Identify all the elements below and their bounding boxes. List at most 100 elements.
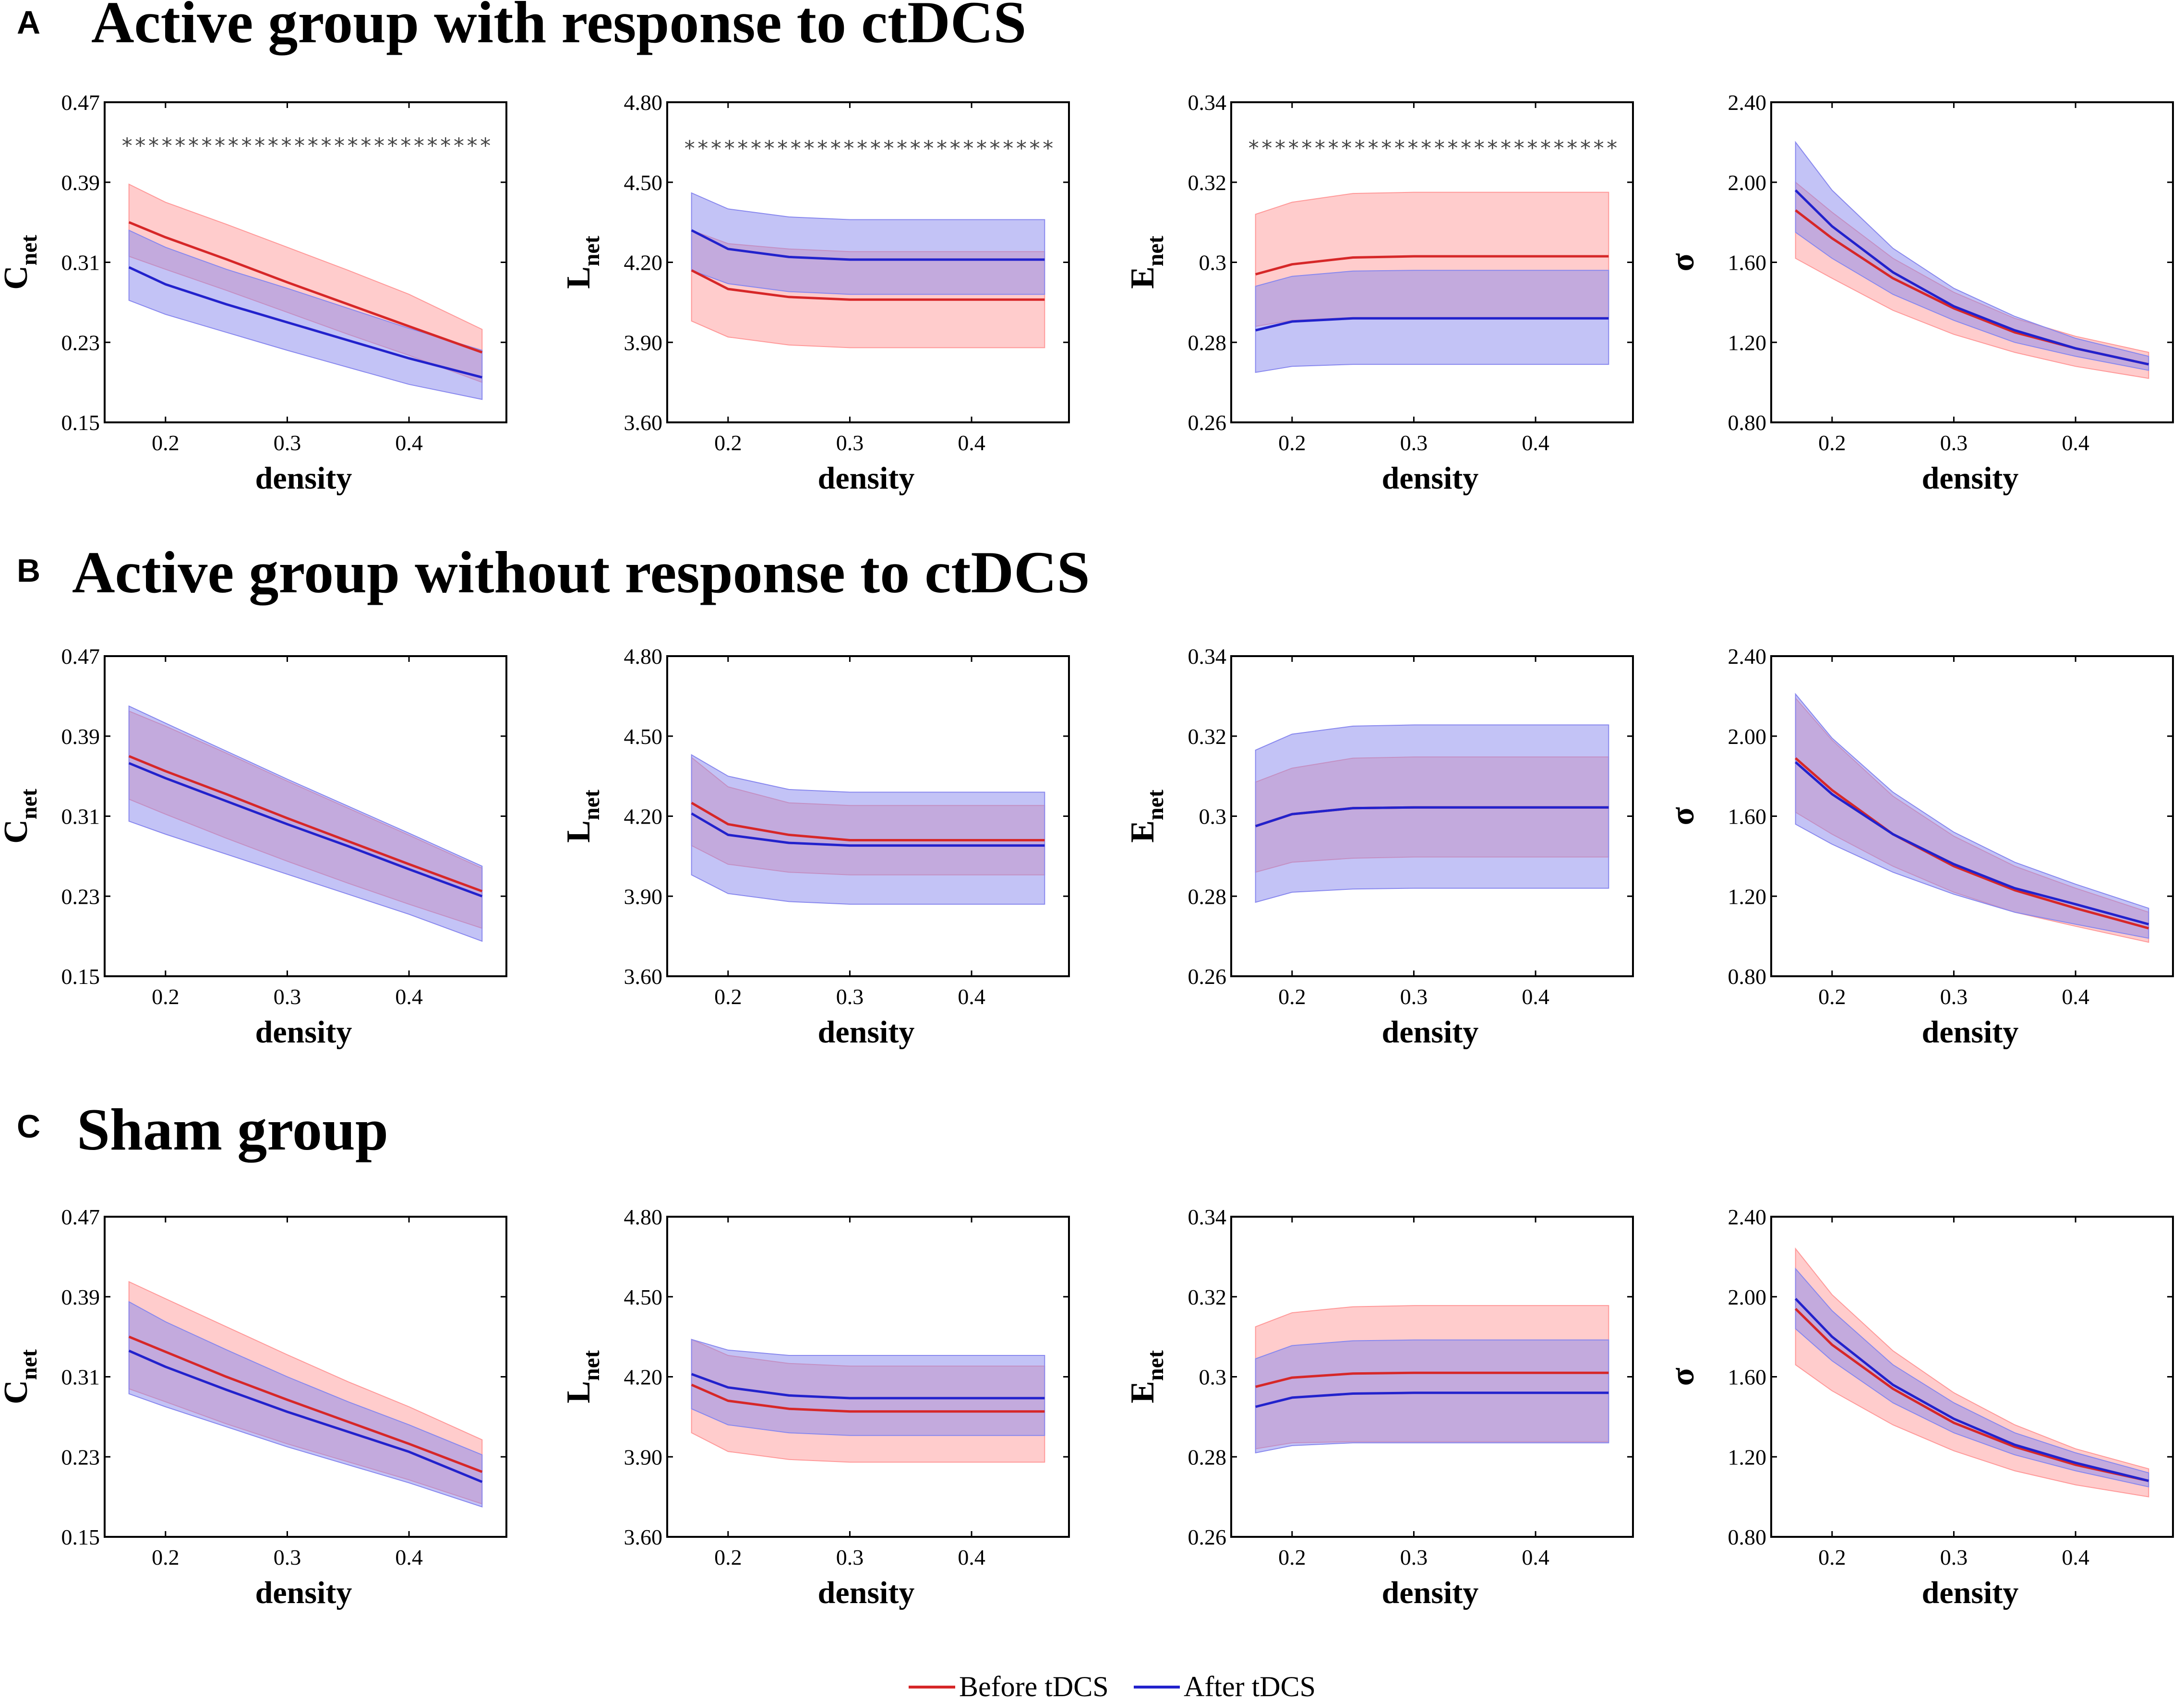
y-tick-label-p1-1: 0.31 — [61, 251, 100, 275]
line-after-p2-1 — [128, 762, 483, 898]
y-tick-label-p1-2: 4.80 — [624, 90, 663, 115]
y-tick-label-p2-3: 0.28 — [1188, 884, 1227, 909]
y-tick-label-p2-1: 0.15 — [61, 964, 100, 989]
y-tick-label-p2-2: 3.60 — [624, 964, 663, 989]
line-after-p2-2 — [691, 812, 1045, 847]
significance-stars-p1-1: **************************** — [121, 133, 491, 158]
panel-title-a: Active group with response to ctDCS — [91, 0, 1026, 56]
y-axis-label-sub: net — [579, 236, 604, 266]
band-after-p2-4 — [1795, 693, 2149, 939]
subplot-p2-4: 0.80 1.20 1.60 2.00 2.40 0.2 0.3 0.4 density σ — [1664, 644, 2174, 1050]
y-tick-label-p2-4: 1.60 — [1728, 804, 1767, 829]
y-axis-label-p2-2: Lnet — [560, 790, 604, 843]
y-tick-label-p1-4: 1.20 — [1728, 330, 1767, 355]
y-axis-label-main: σ — [1664, 253, 1701, 271]
x-tick-label-p3-4: 0.4 — [2062, 1545, 2089, 1569]
subplots: 0.15 0.23 0.31 0.39 0.47 0.2 0.3 0.4 density Cnet… — [0, 90, 2174, 1610]
x-axis-label-p1-4: density — [1922, 461, 2019, 496]
x-tick-label-p3-3: 0.2 — [1278, 1545, 1306, 1569]
x-tick-label-p3-3: 0.4 — [1522, 1545, 1549, 1569]
y-axis-label-p3-1: Cnet — [0, 1349, 42, 1404]
y-tick-label-p3-3: 0.28 — [1188, 1445, 1227, 1469]
band-after-p2-1 — [128, 705, 483, 942]
line-after-p2-4 — [1795, 761, 2149, 926]
x-tick-label-p3-3: 0.3 — [1400, 1545, 1428, 1569]
y-tick-label-p2-4: 0.80 — [1728, 964, 1767, 989]
band-after-p3-4 — [1795, 1267, 2149, 1488]
y-axis-label-main: E — [1124, 266, 1161, 289]
y-axis-label-sub: net — [1143, 1350, 1168, 1381]
line-before-p3-2 — [691, 1383, 1045, 1413]
y-axis-label-p2-3: Enet — [1124, 790, 1168, 843]
x-tick-label-p1-1: 0.2 — [152, 431, 180, 455]
y-tick-label-p3-4: 2.40 — [1728, 1205, 1767, 1229]
x-tick-label-p2-2: 0.2 — [714, 984, 742, 1009]
y-axis-label-p3-4: σ — [1664, 1367, 1701, 1386]
x-axis-label-p3-4: density — [1922, 1575, 2019, 1610]
subplot-p1-2: 3.60 3.90 4.20 4.50 4.80 0.2 0.3 0.4 density Lnet… — [560, 90, 1070, 496]
y-tick-label-p1-3: 0.26 — [1188, 410, 1227, 435]
y-tick-label-p3-2: 4.80 — [624, 1205, 663, 1229]
band-after-p3-2 — [691, 1339, 1045, 1436]
panel-title-b: Active group without response to ctDCS — [72, 539, 1090, 606]
y-axis-label-sub: net — [579, 790, 604, 820]
x-axis-label-p1-2: density — [818, 461, 915, 496]
y-tick-label-p1-4: 0.80 — [1728, 410, 1767, 435]
y-tick-label-p3-2: 4.20 — [624, 1365, 663, 1390]
x-tick-label-p1-1: 0.3 — [274, 431, 301, 455]
y-tick-label-p3-1: 0.31 — [61, 1365, 100, 1390]
x-tick-label-p1-4: 0.4 — [2062, 431, 2089, 455]
subplot-p1-1: 0.15 0.23 0.31 0.39 0.47 0.2 0.3 0.4 density Cnet… — [0, 90, 507, 496]
x-tick-label-p2-1: 0.3 — [274, 984, 301, 1009]
y-tick-label-p3-2: 3.90 — [624, 1445, 663, 1469]
x-tick-label-p3-1: 0.4 — [395, 1545, 423, 1569]
y-tick-label-p1-4: 1.60 — [1728, 251, 1767, 275]
x-tick-label-p1-4: 0.3 — [1940, 431, 1968, 455]
y-tick-label-p1-3: 0.28 — [1188, 330, 1227, 355]
y-tick-label-p3-4: 1.20 — [1728, 1445, 1767, 1469]
y-axis-label-main: C — [0, 265, 35, 290]
subplot-p3-4: 0.80 1.20 1.60 2.00 2.40 0.2 0.3 0.4 density σ — [1664, 1205, 2174, 1610]
x-tick-label-p2-4: 0.2 — [1818, 984, 1846, 1009]
line-before-p3-4 — [1794, 1308, 2149, 1482]
y-axis-label-sub: net — [1143, 790, 1168, 820]
x-tick-label-p1-2: 0.2 — [714, 431, 742, 455]
legend-before-label: Before tDCS — [959, 1671, 1109, 1701]
x-tick-label-p3-4: 0.2 — [1818, 1545, 1846, 1569]
x-tick-label-p2-1: 0.2 — [152, 984, 180, 1009]
x-axis-label-p3-1: density — [255, 1575, 352, 1610]
subplot-p3-1: 0.15 0.23 0.31 0.39 0.47 0.2 0.3 0.4 density Cnet — [0, 1205, 507, 1610]
y-axis-label-main: σ — [1664, 807, 1701, 825]
x-axis-label-p1-3: density — [1382, 461, 1479, 496]
x-tick-label-p2-2: 0.3 — [836, 984, 864, 1009]
subplot-p2-2: 3.60 3.90 4.20 4.50 4.80 0.2 0.3 0.4 density Lnet — [560, 644, 1070, 1050]
significance-stars-p1-3: **************************** — [1248, 136, 1617, 160]
panel-letter-b: B — [17, 552, 40, 589]
y-tick-label-p2-2: 4.50 — [624, 724, 663, 749]
y-tick-label-p3-4: 1.60 — [1728, 1365, 1767, 1390]
y-axis-label-main: σ — [1664, 1367, 1701, 1386]
x-tick-label-p1-4: 0.2 — [1818, 431, 1846, 455]
x-axis-label-p3-2: density — [818, 1575, 915, 1610]
x-tick-label-p2-1: 0.4 — [395, 984, 423, 1009]
y-axis-label-sub: net — [579, 1350, 604, 1381]
x-tick-label-p1-2: 0.4 — [958, 431, 985, 455]
line-after-p2-3 — [1255, 806, 1609, 827]
y-tick-label-p1-1: 0.23 — [61, 330, 100, 355]
y-tick-label-p1-1: 0.47 — [61, 90, 100, 115]
y-tick-label-p1-3: 0.34 — [1188, 90, 1227, 115]
x-tick-label-p1-3: 0.3 — [1400, 431, 1428, 455]
y-axis-label-main: L — [560, 820, 597, 843]
line-before-p1-2 — [691, 269, 1045, 301]
y-axis-label-p2-1: Cnet — [0, 789, 42, 844]
line-before-p1-3 — [1255, 255, 1609, 276]
line-after-p3-2 — [691, 1373, 1045, 1400]
y-tick-label-p2-3: 0.32 — [1188, 724, 1227, 749]
subplot-p1-4: 0.80 1.20 1.60 2.00 2.40 0.2 0.3 0.4 density σ — [1664, 90, 2174, 496]
y-tick-label-p3-1: 0.47 — [61, 1205, 100, 1229]
y-tick-label-p2-3: 0.26 — [1188, 964, 1227, 989]
x-tick-label-p1-3: 0.4 — [1522, 431, 1549, 455]
line-after-p3-3 — [1255, 1391, 1609, 1408]
x-tick-label-p3-1: 0.2 — [152, 1545, 180, 1569]
